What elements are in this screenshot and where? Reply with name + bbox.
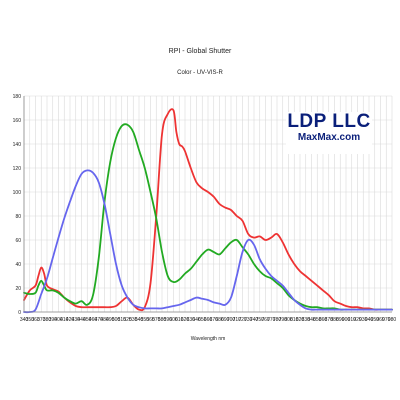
y-tick-label: 140 bbox=[13, 142, 22, 148]
x-tick-label: 390 bbox=[49, 317, 58, 323]
x-tick-label: 870 bbox=[325, 317, 334, 323]
x-tick-label: 420 bbox=[66, 317, 75, 323]
x-tick-label: 470 bbox=[95, 317, 104, 323]
x-tick-label: 380 bbox=[43, 317, 52, 323]
x-tick-label: 730 bbox=[244, 317, 253, 323]
y-tick-label: 180 bbox=[13, 94, 22, 100]
x-tick-label: 840 bbox=[307, 317, 316, 323]
x-tick-label: 790 bbox=[279, 317, 288, 323]
chart-title: RPI - Global Shutter bbox=[168, 48, 232, 55]
x-tick-label: 540 bbox=[135, 317, 144, 323]
red-series-line bbox=[23, 108, 393, 312]
y-tick-label: 0 bbox=[18, 310, 21, 316]
y-tick-label: 40 bbox=[15, 262, 21, 268]
x-tick-label: 480 bbox=[100, 317, 109, 323]
blue-series-line bbox=[23, 169, 393, 314]
chart-subtitle: Color - UV-VIS-R bbox=[177, 70, 223, 76]
x-tick-label: 680 bbox=[215, 317, 224, 323]
y-tick-label: 60 bbox=[15, 238, 21, 244]
x-tick-label: 550 bbox=[141, 317, 150, 323]
logo-website-text: MaxMax.com bbox=[297, 132, 361, 143]
x-tick-label: 700 bbox=[227, 317, 236, 323]
x-axis-title: Wavelength nm bbox=[191, 336, 226, 342]
x-tick-label: 720 bbox=[238, 317, 247, 323]
x-tick-label: 610 bbox=[175, 317, 184, 323]
x-tick-label: 460 bbox=[89, 317, 98, 323]
x-tick-label: 490 bbox=[106, 317, 115, 323]
x-tick-label: 750 bbox=[256, 317, 265, 323]
axes: 0 20 40 60 80 100 120 140 160 180 3403503603703803… bbox=[13, 94, 397, 323]
x-tick-label: 880 bbox=[330, 317, 339, 323]
x-tick-label: 640 bbox=[192, 317, 201, 323]
x-tick-label: 890 bbox=[336, 317, 345, 323]
series-layer bbox=[23, 108, 393, 314]
x-tick-label: 850 bbox=[313, 317, 322, 323]
y-tick-label: 120 bbox=[13, 166, 22, 172]
x-tick-label: 710 bbox=[233, 317, 242, 323]
x-tick-label: 820 bbox=[296, 317, 305, 323]
x-tick-label: 370 bbox=[37, 317, 46, 323]
x-tick-label: 800 bbox=[284, 317, 293, 323]
company-logo: LDP LLC MaxMax.com bbox=[286, 112, 372, 154]
x-tick-label: 570 bbox=[152, 317, 161, 323]
x-tick-label: 520 bbox=[123, 317, 132, 323]
x-tick-label: 970 bbox=[382, 317, 391, 323]
x-tick-label: 600 bbox=[169, 317, 178, 323]
x-tick-label: 450 bbox=[83, 317, 92, 323]
x-tick-label: 620 bbox=[181, 317, 190, 323]
x-tick-label: 810 bbox=[290, 317, 299, 323]
x-tick-label: 740 bbox=[250, 317, 259, 323]
x-tick-label: 440 bbox=[77, 317, 86, 323]
y-tick-label: 160 bbox=[13, 118, 22, 124]
x-tick-label: 910 bbox=[348, 317, 357, 323]
x-tick-label: 510 bbox=[118, 317, 127, 323]
x-tick-label: 590 bbox=[164, 317, 173, 323]
x-tick-label: 530 bbox=[129, 317, 138, 323]
x-tick-label: 860 bbox=[319, 317, 328, 323]
x-tick-label: 340 bbox=[20, 317, 29, 323]
x-tick-label: 920 bbox=[353, 317, 362, 323]
logo-main-text: LDP LLC bbox=[287, 111, 371, 132]
y-tick-label: 80 bbox=[15, 214, 21, 220]
green-series-line bbox=[23, 123, 393, 311]
x-tick-label: 500 bbox=[112, 317, 121, 323]
x-tick-label: 580 bbox=[158, 317, 167, 323]
x-tick-label: 780 bbox=[273, 317, 282, 323]
x-tick-label: 670 bbox=[210, 317, 219, 323]
x-tick-label: 830 bbox=[302, 317, 311, 323]
x-tick-label: 950 bbox=[371, 317, 380, 323]
x-tick-label: 360 bbox=[31, 317, 40, 323]
x-tick-label: 930 bbox=[359, 317, 368, 323]
x-tick-label: 980 bbox=[388, 317, 397, 323]
x-tick-label: 560 bbox=[146, 317, 155, 323]
x-tick-label: 900 bbox=[342, 317, 351, 323]
x-tick-label: 630 bbox=[187, 317, 196, 323]
x-tick-label: 410 bbox=[60, 317, 69, 323]
x-tick-label: 960 bbox=[376, 317, 385, 323]
x-tick-label: 430 bbox=[72, 317, 81, 323]
x-tick-label: 770 bbox=[267, 317, 276, 323]
x-tick-label: 650 bbox=[198, 317, 207, 323]
x-tick-label: 660 bbox=[204, 317, 213, 323]
y-tick-label: 100 bbox=[13, 190, 22, 196]
y-tick-label: 20 bbox=[15, 286, 21, 292]
x-tick-label: 760 bbox=[261, 317, 270, 323]
x-tick-label: 940 bbox=[365, 317, 374, 323]
x-tick-label: 690 bbox=[221, 317, 230, 323]
x-tick-label: 350 bbox=[26, 317, 35, 323]
x-tick-label: 400 bbox=[54, 317, 63, 323]
